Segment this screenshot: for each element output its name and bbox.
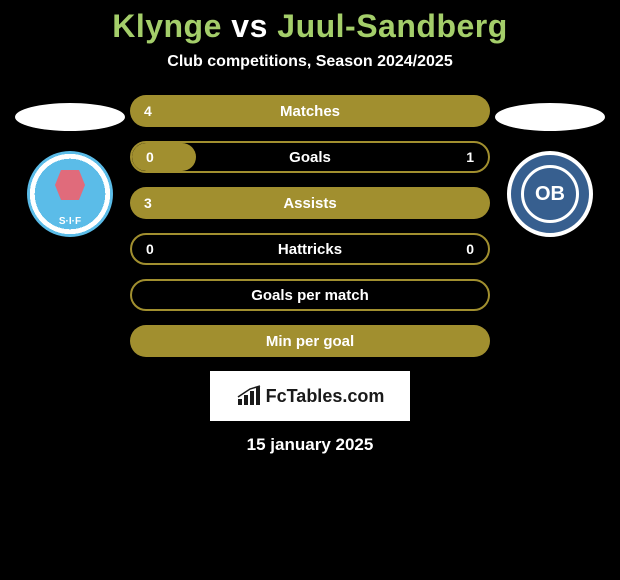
- left-badge-column: [10, 95, 130, 237]
- stat-bar: Goals per match: [130, 279, 490, 311]
- bar-label: Matches: [130, 103, 490, 120]
- date-text: 15 january 2025: [0, 435, 620, 455]
- stat-bar: 4Matches: [130, 95, 490, 127]
- logo-text: FcTables.com: [266, 386, 385, 407]
- left-ellipse-shadow: [15, 103, 125, 131]
- logo-chart-icon: [236, 385, 262, 407]
- bar-value-right: 0: [466, 241, 474, 257]
- page-title: Klynge vs Juul-Sandberg: [0, 8, 620, 45]
- club-badge-left-inner: [55, 170, 85, 200]
- stat-bar: 0Hattricks0: [130, 233, 490, 265]
- title-vs: vs: [222, 8, 277, 44]
- bar-label: Hattricks: [132, 241, 488, 258]
- player1-name: Klynge: [112, 8, 222, 44]
- club-badge-left: [27, 151, 113, 237]
- infographic-container: Klynge vs Juul-Sandberg Club competition…: [0, 0, 620, 455]
- bar-label: Goals: [132, 149, 488, 166]
- stat-bar: 3Assists: [130, 187, 490, 219]
- player2-name: Juul-Sandberg: [277, 8, 508, 44]
- stat-bar: Min per goal: [130, 325, 490, 357]
- stat-bars: 4Matches0Goals13Assists0Hattricks0Goals …: [130, 95, 490, 357]
- right-badge-column: OB: [490, 95, 610, 237]
- main-row: 4Matches0Goals13Assists0Hattricks0Goals …: [0, 95, 620, 357]
- bar-label: Assists: [130, 195, 490, 212]
- club-badge-right: OB: [507, 151, 593, 237]
- bar-label: Goals per match: [132, 287, 488, 304]
- club-badge-right-text: OB: [521, 165, 579, 223]
- logo-box: FcTables.com: [210, 371, 410, 421]
- subtitle: Club competitions, Season 2024/2025: [0, 53, 620, 71]
- right-ellipse-shadow: [495, 103, 605, 131]
- bar-value-right: 1: [466, 149, 474, 165]
- stat-bar: 0Goals1: [130, 141, 490, 173]
- bar-label: Min per goal: [130, 333, 490, 350]
